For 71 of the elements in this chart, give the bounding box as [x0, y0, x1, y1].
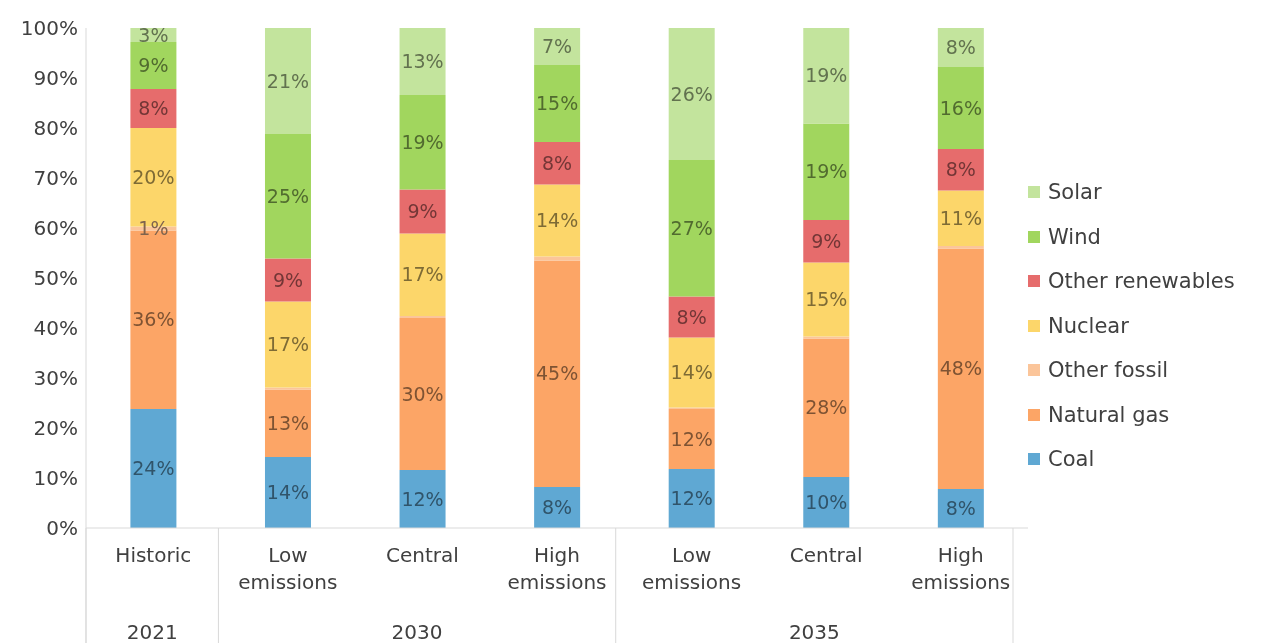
- data-label: 26%: [670, 82, 713, 105]
- legend-label: Other fossil: [1048, 358, 1169, 382]
- text: 2035: [788, 620, 840, 643]
- data-label: 14%: [266, 481, 310, 504]
- data-label: 8%: [676, 305, 707, 328]
- y-tick-label: 60%: [33, 216, 78, 241]
- data-label: 8%: [542, 151, 573, 174]
- legend-label: Nuclear: [1048, 313, 1129, 338]
- legend-label: Natural gas: [1048, 402, 1170, 427]
- data-label: 16%: [939, 96, 982, 119]
- y-tick-label: 80%: [33, 116, 78, 141]
- x-tick-label: High emissions: [507, 543, 607, 594]
- data-label: 9%: [407, 200, 438, 223]
- data-label: 30%: [401, 382, 444, 405]
- y-tick-label: 40%: [33, 316, 78, 341]
- data-label: 8%: [945, 497, 976, 520]
- data-label: 1%: [138, 217, 169, 240]
- x-tick-label: Historic: [115, 543, 192, 567]
- data-label: 21%: [266, 69, 310, 92]
- x-tick-label: Central: [789, 543, 863, 567]
- legend-label: Wind: [1048, 224, 1101, 249]
- data-label: 28%: [805, 396, 848, 419]
- data-label: 9%: [811, 229, 842, 252]
- data-label: 25%: [266, 184, 310, 207]
- data-label: 12%: [670, 487, 713, 510]
- data-label: 14%: [670, 361, 713, 384]
- y-tick-label: 90%: [33, 66, 78, 91]
- data-label: 19%: [805, 64, 848, 87]
- y-tick-label: 0%: [46, 516, 78, 541]
- data-label: 8%: [542, 496, 573, 519]
- data-label: 24%: [132, 457, 175, 480]
- data-label: 3%: [138, 23, 169, 46]
- data-label: 20%: [132, 165, 175, 188]
- data-label: 48%: [939, 357, 982, 380]
- data-label: 19%: [805, 160, 848, 183]
- data-label: 17%: [266, 333, 310, 356]
- x-tick-label: Low emissions: [642, 543, 742, 594]
- data-label: 11%: [939, 206, 982, 229]
- data-label: 15%: [536, 92, 579, 115]
- text: 2030: [391, 620, 443, 643]
- data-label: 10%: [805, 491, 848, 514]
- data-label: 13%: [401, 50, 444, 73]
- y-tick-label: 100%: [20, 16, 78, 41]
- y-tick-label: 50%: [33, 266, 78, 291]
- x-tick-label: Central: [386, 543, 459, 567]
- y-tick-label: 30%: [33, 366, 78, 391]
- data-label: 45%: [536, 362, 579, 385]
- y-tick-label: 70%: [33, 166, 78, 191]
- data-label: 12%: [401, 487, 444, 510]
- text: 2021: [126, 620, 178, 643]
- y-tick-label: 10%: [33, 466, 78, 491]
- data-label: 9%: [138, 54, 169, 77]
- x-tick-label: High emissions: [911, 543, 1011, 594]
- data-label: 9%: [272, 268, 304, 291]
- data-label: 7%: [542, 35, 573, 58]
- data-label: 17%: [401, 263, 444, 286]
- x-tick-label: Low emissions: [238, 543, 338, 594]
- data-label: 13%: [266, 411, 310, 434]
- data-label: 8%: [945, 158, 976, 181]
- legend-label: Coal: [1048, 447, 1095, 471]
- y-tick-label: 20%: [33, 416, 78, 441]
- data-label: 19%: [401, 130, 444, 153]
- legend-label: Solar: [1048, 180, 1102, 204]
- data-label: 8%: [138, 97, 169, 120]
- data-label: 14%: [536, 209, 579, 232]
- data-label: 12%: [670, 427, 713, 450]
- data-label: 8%: [945, 36, 976, 59]
- legend-label: Other renewables: [1048, 269, 1235, 293]
- data-label: 15%: [805, 288, 848, 311]
- data-label: 27%: [670, 216, 713, 239]
- data-label: 36%: [132, 308, 175, 331]
